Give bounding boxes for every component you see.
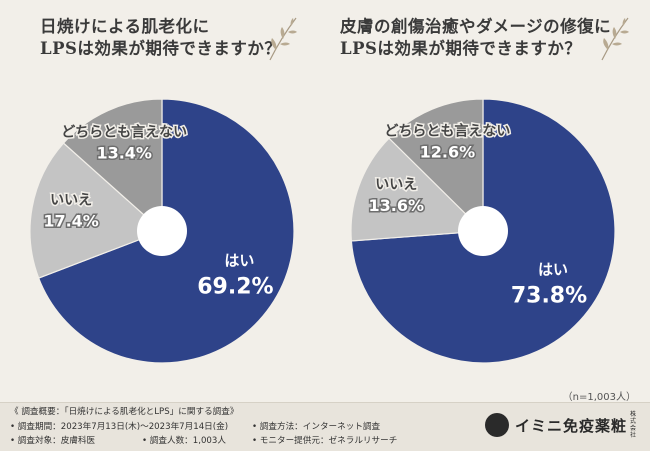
chart-title-right-line-2: LPSは効果が期待できますか？ [340,39,582,58]
slice-label-yes: はい [224,251,254,269]
company-logo: イミニ免疫薬粧 株式会社 [484,411,638,439]
survey-overview: 《 調査概要：「日焼けによる肌老化とLPS」に関する調査》 [10,407,239,417]
herb-sprig-icon [601,17,629,61]
slice-value-yes: 69.2% [197,274,273,299]
pie-center-hole [137,206,187,256]
survey-count: • 調査人数：1,003人 [142,436,226,446]
company-name: イミニ免疫薬粧 [514,416,627,435]
slice-label-yes: はい [538,261,568,279]
survey-provider: • モニター提供元：ゼネラルリサーチ [252,436,398,446]
slice-label-no: いいえ [375,177,417,193]
pie-chart-wound-healing: はい 73.8% いいえ 13.6% どちらとも言えない 12.6% [350,98,616,364]
chart-title-right: 皮膚の創傷治癒やダメージの修復に LPSは効果が期待できますか？ [340,16,611,60]
survey-target: • 調査対象：皮膚科医 [10,436,96,446]
slice-value-no: 13.6% [369,196,425,215]
chart-title-left: 日焼けによる肌老化に LPSは効果が期待できますか？ [40,16,281,60]
chart-title-right-line-1: 皮膚の創傷治癒やダメージの修復に [340,17,612,36]
pie-center-hole [458,206,508,256]
slice-value-neutral: 13.4% [96,144,152,163]
pie-slice-no [350,137,485,242]
slice-value-neutral: 12.6% [420,143,476,162]
slice-value-no: 17.4% [43,211,99,230]
slice-label-neutral: どちらとも言えない [61,124,187,141]
slice-value-yes: 73.8% [511,284,587,309]
chart-title-left-line-1: 日焼けによる肌老化に [40,17,210,36]
company-emblem-icon [484,413,509,437]
survey-period: • 調査期間：2023年7月13日(木)～2023年7月14日(金) [10,422,229,432]
pie-slice-no [29,142,164,279]
company-type: 株式会社 [630,411,637,439]
slice-label-no: いいえ [50,192,92,208]
slice-label-neutral: どちらとも言えない [384,123,510,140]
pie-chart-sunburn: はい 69.2% いいえ 17.4% どちらとも言えない 13.4% [29,98,295,364]
survey-footer [0,402,650,451]
survey-method: • 調査方法：インターネット調査 [252,422,381,432]
herb-sprig-icon [269,17,297,61]
chart-title-left-line-2: LPSは効果が期待できますか？ [40,39,282,58]
pie-slice-neutral [388,98,484,233]
sample-size-note: （n=1,003人） [562,392,636,403]
pie-slice-neutral [62,98,163,233]
